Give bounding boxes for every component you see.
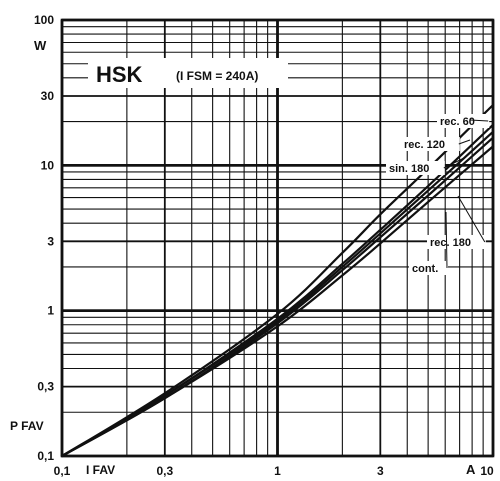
y-tick-label: 3 <box>47 234 54 248</box>
x-tick-label: 1 <box>274 464 281 478</box>
series-label: rec. 180 <box>430 237 471 249</box>
chart-subtitle: (I FSM = 240A) <box>176 69 258 83</box>
y-tick-label: 30 <box>41 89 55 103</box>
series-labels: rec. 60 rec. 120 sin. 180 rec. 180 cont. <box>386 114 490 275</box>
title-background <box>88 58 288 88</box>
x-tick-label: 10 <box>480 464 494 478</box>
y-tick-label: 0,3 <box>37 380 54 394</box>
series-label-leader <box>457 195 486 243</box>
series-label-background <box>386 161 445 175</box>
x-tick-label: 0,1 <box>54 464 71 478</box>
series-label: sin. 180 <box>389 163 429 175</box>
series-label-background <box>427 235 486 249</box>
y-axis-label: P FAV <box>10 419 44 433</box>
tick-labels: 0,1 0,3 1 3 10 0,1 0,3 1 3 10 30 100 <box>34 13 494 478</box>
y-tick-label: 0,1 <box>37 449 54 463</box>
y-tick-label: 1 <box>47 304 54 318</box>
series-line-sin-180 <box>60 130 495 458</box>
series-line-cont- <box>60 145 495 458</box>
series-label-leader <box>443 156 467 169</box>
series-label-leader <box>458 139 471 145</box>
series-label-background <box>409 261 448 275</box>
plot-border <box>60 18 495 458</box>
x-tick-label: 3 <box>377 464 384 478</box>
series-label-background <box>437 114 490 128</box>
series-label-background <box>401 137 460 151</box>
x-tick-label: 0,3 <box>156 464 173 478</box>
series-label: rec. 120 <box>404 139 445 151</box>
series-label: cont. <box>412 263 438 275</box>
y-unit-label: W <box>34 38 47 53</box>
y-tick-label: 10 <box>41 158 55 172</box>
x-unit-label: A <box>466 462 476 477</box>
series-label-leader <box>469 119 489 122</box>
x-axis-label: I FAV <box>86 463 115 477</box>
chart-title: HSK <box>96 62 143 87</box>
series-label-leader <box>445 211 448 269</box>
series-label: rec. 60 <box>440 116 475 128</box>
y-tick-label: 100 <box>34 13 54 27</box>
